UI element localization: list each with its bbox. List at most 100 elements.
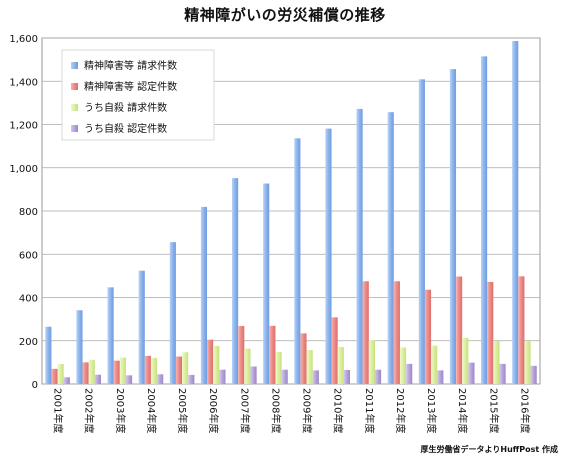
y-tick-label: 1,000	[9, 164, 38, 175]
legend-label: うち自殺 請求件数	[84, 101, 167, 114]
bar	[250, 366, 257, 384]
bar	[119, 357, 126, 384]
bar	[418, 79, 425, 385]
x-tick-label: 2001年度	[52, 388, 65, 433]
bar	[76, 310, 83, 384]
x-tick-label: 2013年度	[425, 388, 438, 433]
bar	[524, 341, 531, 384]
x-tick-label: 2009年度	[301, 388, 314, 433]
bar	[219, 369, 226, 384]
y-tick-label: 600	[19, 250, 38, 261]
x-axis-ticks: 2001年度 2002年度 2003年度 2004年度 2005年度 2006年度 2007…	[52, 388, 532, 433]
bar	[169, 242, 176, 384]
x-tick-label: 2007年度	[238, 388, 251, 433]
bar	[94, 374, 101, 384]
bar	[499, 363, 506, 384]
bar	[213, 345, 220, 384]
bar	[238, 326, 245, 384]
bar	[188, 374, 195, 384]
bar	[325, 128, 332, 384]
bar	[493, 340, 500, 384]
bar	[113, 360, 120, 384]
bar	[393, 281, 400, 384]
x-tick-label: 2003年度	[114, 388, 127, 433]
bar	[207, 339, 214, 384]
y-tick-label: 1,200	[9, 121, 38, 132]
bar	[88, 359, 95, 384]
legend-swatch	[71, 62, 78, 69]
bar	[175, 356, 183, 384]
bar	[449, 69, 457, 384]
bar	[232, 178, 239, 384]
bar	[374, 369, 382, 384]
x-tick-label: 2005年度	[176, 388, 189, 433]
bar	[263, 183, 270, 384]
bar	[125, 375, 133, 384]
bar	[456, 276, 463, 384]
bar	[518, 276, 525, 384]
legend-swatch	[71, 125, 78, 132]
bar	[468, 362, 475, 384]
bar	[138, 270, 145, 384]
bar	[481, 56, 488, 384]
bar	[45, 326, 52, 384]
x-tick-label: 2008年度	[269, 388, 282, 433]
y-tick-label: 0	[32, 380, 38, 391]
bar	[300, 333, 307, 384]
bar	[431, 345, 438, 384]
bar	[275, 351, 282, 384]
source-note: 厚生労働省データよりHuffPost 作成	[420, 445, 558, 454]
bar	[51, 368, 58, 384]
bar	[462, 337, 469, 384]
legend-label: 精神障害等 請求件数	[84, 59, 177, 72]
y-axis-ticks: 0 200 400 600 800 1,000 1,200 1,400 1,600	[9, 34, 38, 391]
x-tick-label: 2012年度	[394, 388, 407, 433]
bar	[387, 112, 394, 384]
bar	[82, 362, 89, 384]
legend-label: うち自殺 認定件数	[84, 122, 167, 135]
y-tick-label: 400	[19, 294, 38, 305]
bar	[244, 348, 251, 384]
bar	[368, 340, 375, 384]
bar	[337, 347, 344, 384]
bar	[362, 281, 369, 384]
bar	[399, 347, 407, 384]
bar	[306, 350, 313, 384]
bar	[424, 289, 432, 384]
chart-title: 精神障がいの労災補償の推移	[184, 6, 386, 24]
x-tick-label: 2015年度	[487, 388, 500, 433]
x-tick-label: 2016年度	[518, 388, 531, 433]
x-tick-label: 2004年度	[145, 388, 158, 433]
bar	[157, 374, 164, 384]
bar	[312, 370, 319, 384]
x-tick-label: 2014年度	[456, 388, 469, 433]
legend-label: 精神障害等 認定件数	[84, 80, 177, 93]
x-tick-label: 2006年度	[207, 388, 220, 433]
bar	[437, 370, 444, 384]
bar	[144, 355, 151, 384]
legend-swatch	[71, 104, 78, 111]
x-tick-label: 2011年度	[363, 388, 376, 433]
y-tick-label: 1,600	[9, 34, 38, 45]
x-tick-label: 2010年度	[332, 388, 345, 433]
bar	[57, 364, 64, 384]
legend-swatch	[71, 83, 78, 90]
bars	[45, 41, 537, 385]
bar	[63, 377, 70, 384]
bar	[331, 317, 338, 384]
bar	[107, 287, 114, 384]
y-tick-label: 800	[19, 207, 38, 218]
bar	[200, 206, 208, 384]
x-tick-label: 2002年度	[83, 388, 96, 433]
bar	[281, 369, 288, 384]
bar	[487, 281, 494, 384]
legend-box	[61, 49, 215, 141]
bar	[343, 369, 350, 384]
bar	[150, 357, 158, 384]
bar	[269, 325, 276, 384]
bar	[294, 138, 301, 384]
bar	[406, 363, 413, 384]
y-tick-label: 200	[19, 337, 38, 348]
